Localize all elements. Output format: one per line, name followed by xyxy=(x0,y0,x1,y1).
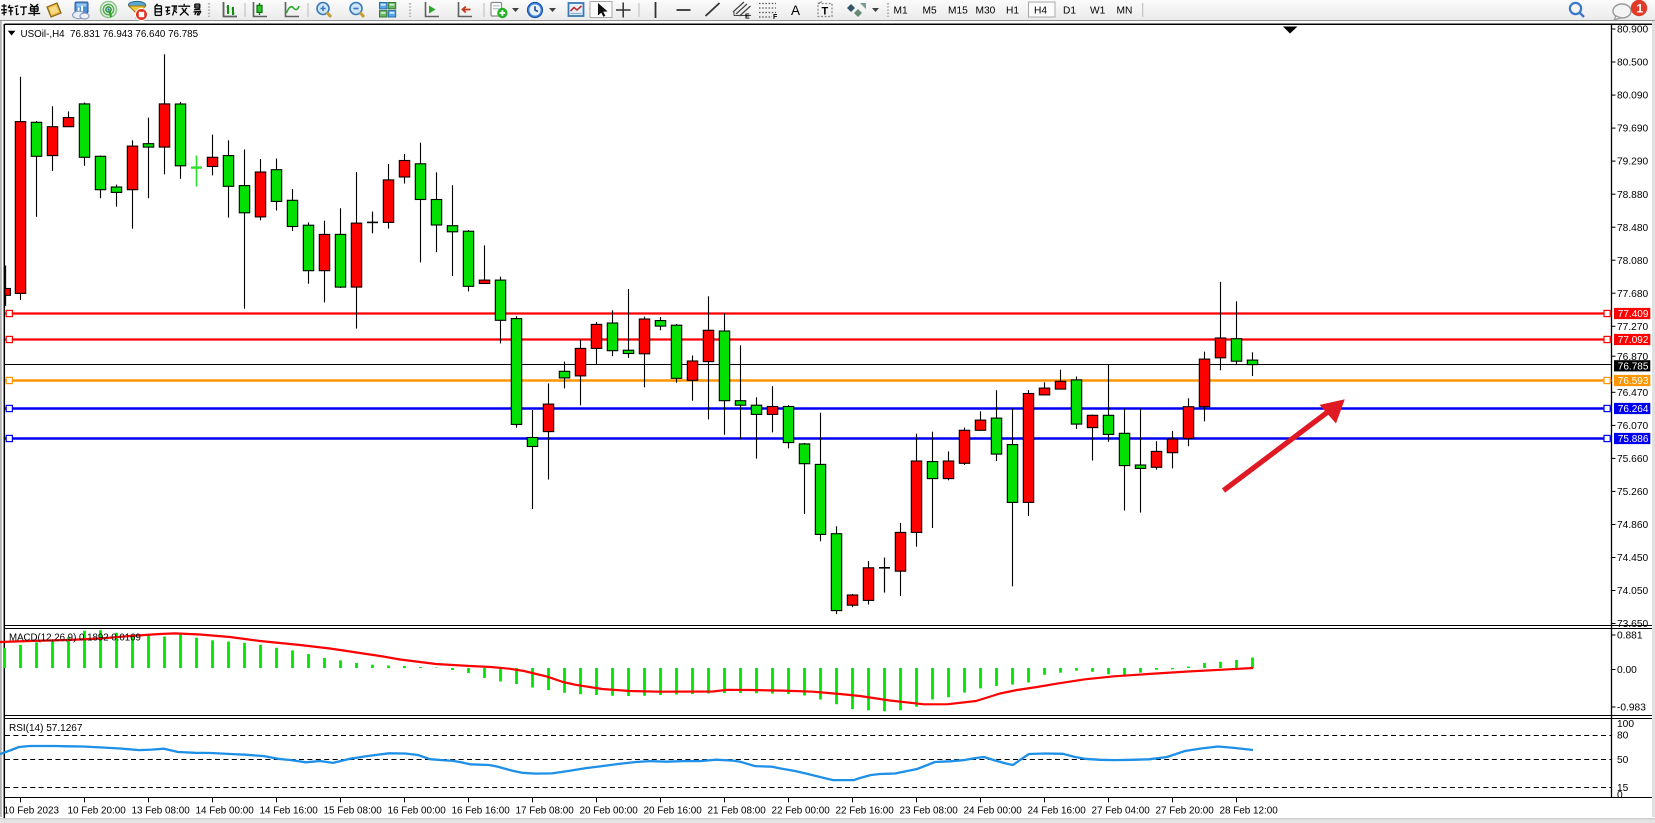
svg-text:80.900: 80.900 xyxy=(1617,25,1648,36)
svg-text:76.264: 76.264 xyxy=(1618,404,1649,415)
svg-text:77.680: 77.680 xyxy=(1617,289,1648,300)
svg-text:14 Feb 00:00: 14 Feb 00:00 xyxy=(196,806,255,817)
svg-text:80.090: 80.090 xyxy=(1617,91,1648,102)
svg-text:79.290: 79.290 xyxy=(1617,157,1648,168)
svg-text:75.260: 75.260 xyxy=(1617,487,1648,498)
svg-text:14 Feb 16:00: 14 Feb 16:00 xyxy=(260,806,319,817)
svg-text:78.080: 78.080 xyxy=(1617,256,1648,267)
svg-text:50: 50 xyxy=(1617,755,1629,766)
svg-text:1: 1 xyxy=(1637,2,1644,16)
svg-text:21 Feb 08:00: 21 Feb 08:00 xyxy=(708,806,767,817)
svg-text:77.409: 77.409 xyxy=(1618,309,1649,320)
svg-text:H4: H4 xyxy=(1034,6,1047,17)
svg-text:MN: MN xyxy=(1117,6,1133,17)
svg-text:76.593: 76.593 xyxy=(1618,376,1649,387)
svg-text:10 Feb 2023: 10 Feb 2023 xyxy=(4,806,60,817)
svg-text:T: T xyxy=(822,6,829,18)
svg-text:RSI(14) 57.1267: RSI(14) 57.1267 xyxy=(9,723,83,734)
svg-text:0: 0 xyxy=(1617,790,1623,801)
svg-text:74.860: 74.860 xyxy=(1617,520,1648,531)
svg-text:A: A xyxy=(791,3,800,18)
svg-text:73.650: 73.650 xyxy=(1617,619,1648,630)
svg-text:100: 100 xyxy=(1617,719,1634,730)
svg-text:77.270: 77.270 xyxy=(1617,322,1648,333)
svg-text:76.070: 76.070 xyxy=(1617,421,1648,432)
svg-text:22 Feb 00:00: 22 Feb 00:00 xyxy=(772,806,831,817)
svg-text:78.480: 78.480 xyxy=(1617,223,1648,234)
svg-text:F: F xyxy=(773,14,778,21)
svg-text:76.870: 76.870 xyxy=(1617,352,1648,363)
svg-text:76.470: 76.470 xyxy=(1617,388,1648,399)
svg-text:23 Feb 08:00: 23 Feb 08:00 xyxy=(900,806,959,817)
svg-text:D1: D1 xyxy=(1063,6,1076,17)
svg-text:17 Feb 08:00: 17 Feb 08:00 xyxy=(516,806,575,817)
svg-text:16 Feb 00:00: 16 Feb 00:00 xyxy=(388,806,447,817)
svg-text:M30: M30 xyxy=(976,6,996,17)
svg-text:20 Feb 00:00: 20 Feb 00:00 xyxy=(580,806,639,817)
svg-text:20 Feb 16:00: 20 Feb 16:00 xyxy=(644,806,703,817)
svg-text:22 Feb 16:00: 22 Feb 16:00 xyxy=(836,806,895,817)
svg-text:0.881: 0.881 xyxy=(1617,631,1643,642)
svg-text:16 Feb 16:00: 16 Feb 16:00 xyxy=(452,806,511,817)
svg-text:10 Feb 20:00: 10 Feb 20:00 xyxy=(68,806,127,817)
svg-text:H1: H1 xyxy=(1006,6,1019,17)
svg-text:24 Feb 00:00: 24 Feb 00:00 xyxy=(964,806,1023,817)
svg-text:80: 80 xyxy=(1617,731,1629,742)
svg-text:USOil-,H4 76.831 76.943 76.64: USOil-,H4 76.831 76.943 76.640 76.785 xyxy=(21,29,199,40)
svg-text:M1: M1 xyxy=(894,6,908,17)
svg-text:27 Feb 04:00: 27 Feb 04:00 xyxy=(1092,806,1151,817)
svg-text:M5: M5 xyxy=(923,6,937,17)
svg-text:74.450: 74.450 xyxy=(1617,553,1648,564)
svg-text:75.886: 75.886 xyxy=(1618,434,1649,445)
svg-text:28 Feb 12:00: 28 Feb 12:00 xyxy=(1220,806,1279,817)
svg-text:0.00: 0.00 xyxy=(1617,665,1637,676)
svg-text:15 Feb 08:00: 15 Feb 08:00 xyxy=(324,806,383,817)
svg-text:76.785: 76.785 xyxy=(1618,362,1649,373)
svg-text:15: 15 xyxy=(1617,783,1629,794)
svg-text:75.660: 75.660 xyxy=(1617,454,1648,465)
svg-text:80.500: 80.500 xyxy=(1617,58,1648,69)
svg-text:E: E xyxy=(745,14,750,21)
svg-text:79.690: 79.690 xyxy=(1617,124,1648,135)
svg-text:W1: W1 xyxy=(1090,6,1106,17)
svg-text:MACD(12,26,9) 0.1892 0.0169: MACD(12,26,9) 0.1892 0.0169 xyxy=(9,633,141,644)
svg-text:13 Feb 08:00: 13 Feb 08:00 xyxy=(132,806,191,817)
svg-text:74.050: 74.050 xyxy=(1617,586,1648,597)
svg-text:-0.983: -0.983 xyxy=(1617,703,1646,714)
svg-text:77.092: 77.092 xyxy=(1618,335,1649,346)
svg-text:27 Feb 20:00: 27 Feb 20:00 xyxy=(1156,806,1215,817)
svg-text:78.880: 78.880 xyxy=(1617,190,1648,201)
svg-text:M15: M15 xyxy=(948,6,968,17)
svg-text:24 Feb 16:00: 24 Feb 16:00 xyxy=(1028,806,1087,817)
